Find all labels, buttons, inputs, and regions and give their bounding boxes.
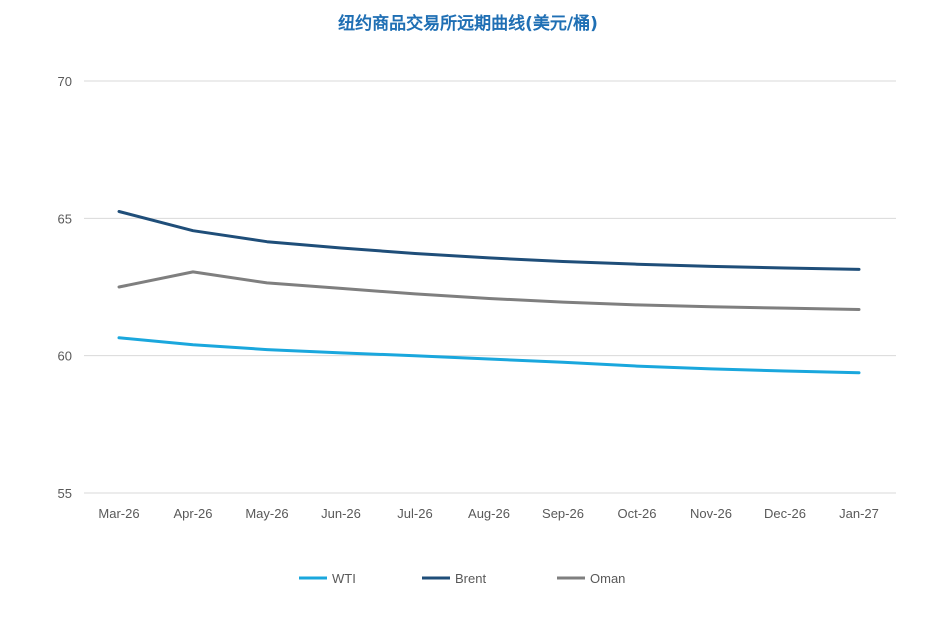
x-tick-label: Jan-27 [839,506,879,521]
series-lines [117,210,861,375]
x-tick-label: Nov-26 [690,506,732,521]
x-tick-label: May-26 [245,506,288,521]
legend: WTI Brent Oman [299,571,625,586]
x-tick-label: Jun-26 [321,506,361,521]
legend-item-wti: WTI [299,571,356,586]
y-tick-label: 70 [58,74,72,89]
x-tick-label: Aug-26 [468,506,510,521]
x-tick-label: Jul-26 [397,506,432,521]
x-tick-label: Sep-26 [542,506,584,521]
series-line-brent [117,210,861,271]
legend-label: WTI [332,571,356,586]
x-tick-label: Apr-26 [173,506,212,521]
chart-title: 纽约商品交易所远期曲线(美元/桶) [338,13,598,34]
series-line-oman [117,270,861,311]
series-line-wti [117,336,861,375]
legend-label: Brent [455,571,486,586]
y-axis-labels: 55 60 65 70 [58,74,72,501]
legend-label: Oman [590,571,625,586]
y-tick-label: 55 [58,486,72,501]
y-tick-label: 60 [58,349,72,364]
x-axis-labels: Mar-26 Apr-26 May-26 Jun-26 Jul-26 Aug-26 Sep-… [98,506,878,521]
x-tick-label: Mar-26 [98,506,139,521]
x-tick-label: Dec-26 [764,506,806,521]
legend-item-brent: Brent [422,571,486,586]
x-tick-label: Oct-26 [617,506,656,521]
y-tick-label: 65 [58,211,72,226]
grid-lines [84,80,896,494]
legend-item-oman: Oman [557,571,625,586]
